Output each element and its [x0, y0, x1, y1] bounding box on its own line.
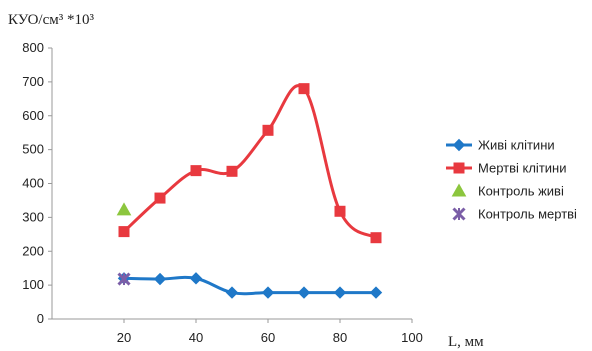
y-tick-label: 700	[22, 74, 44, 89]
data-point	[118, 226, 130, 238]
legend-item: Контроль живі	[451, 183, 564, 199]
series-layer	[116, 83, 383, 299]
data-point	[117, 272, 131, 286]
data-point	[226, 165, 238, 177]
legend-marker	[452, 138, 466, 152]
x-tick-label: 100	[401, 330, 423, 345]
series-line	[122, 84, 377, 240]
y-axis-title: КУО/см³ *10³	[8, 12, 94, 28]
legend-label: Мертві клітини	[478, 161, 566, 176]
y-tick-label: 200	[22, 243, 44, 258]
x-tick-label: 60	[261, 330, 275, 345]
series-2	[118, 83, 382, 244]
legend-marker	[451, 183, 467, 197]
data-point	[225, 286, 239, 299]
legend-item: Живі клітини	[446, 138, 555, 153]
data-point	[370, 232, 382, 244]
data-point	[189, 272, 203, 285]
data-point	[154, 192, 166, 204]
x-tick-label: 40	[189, 330, 203, 345]
legend-label: Живі клітини	[478, 138, 555, 153]
data-point	[297, 286, 311, 299]
legend-marker	[452, 207, 466, 221]
data-point	[369, 286, 383, 299]
legend-item: Контроль мертві	[452, 207, 577, 222]
data-point	[116, 202, 132, 216]
y-tick-label: 800	[22, 40, 44, 55]
data-point	[334, 205, 346, 217]
x-tick-label: 80	[333, 330, 347, 345]
data-point	[333, 286, 347, 299]
series-3	[116, 202, 132, 216]
series-4	[117, 272, 131, 286]
legend-item: Мертві клітини	[446, 161, 566, 176]
legend-label: Контроль живі	[478, 184, 564, 199]
series-1	[117, 272, 383, 299]
y-tick-label: 400	[22, 176, 44, 191]
y-tick-label: 100	[22, 277, 44, 292]
data-point	[262, 124, 274, 136]
y-tick-label: 0	[37, 311, 44, 326]
legend: Живі клітини Мертві клітини Контроль живі К…	[446, 138, 577, 222]
data-point	[298, 83, 310, 95]
x-tick-label: 20	[117, 330, 131, 345]
data-point	[190, 165, 202, 177]
axes: 0 100 200 300 400 500 600 700 800 20 40 60 80 100	[22, 40, 423, 345]
y-tick-label: 500	[22, 142, 44, 157]
y-tick-label: 600	[22, 108, 44, 123]
legend-label: Контроль мертві	[478, 207, 577, 222]
legend-marker	[453, 162, 465, 174]
data-point	[153, 272, 167, 286]
x-axis-title: L, мм	[448, 334, 484, 350]
data-point	[261, 286, 275, 299]
y-tick-label: 300	[22, 209, 44, 224]
